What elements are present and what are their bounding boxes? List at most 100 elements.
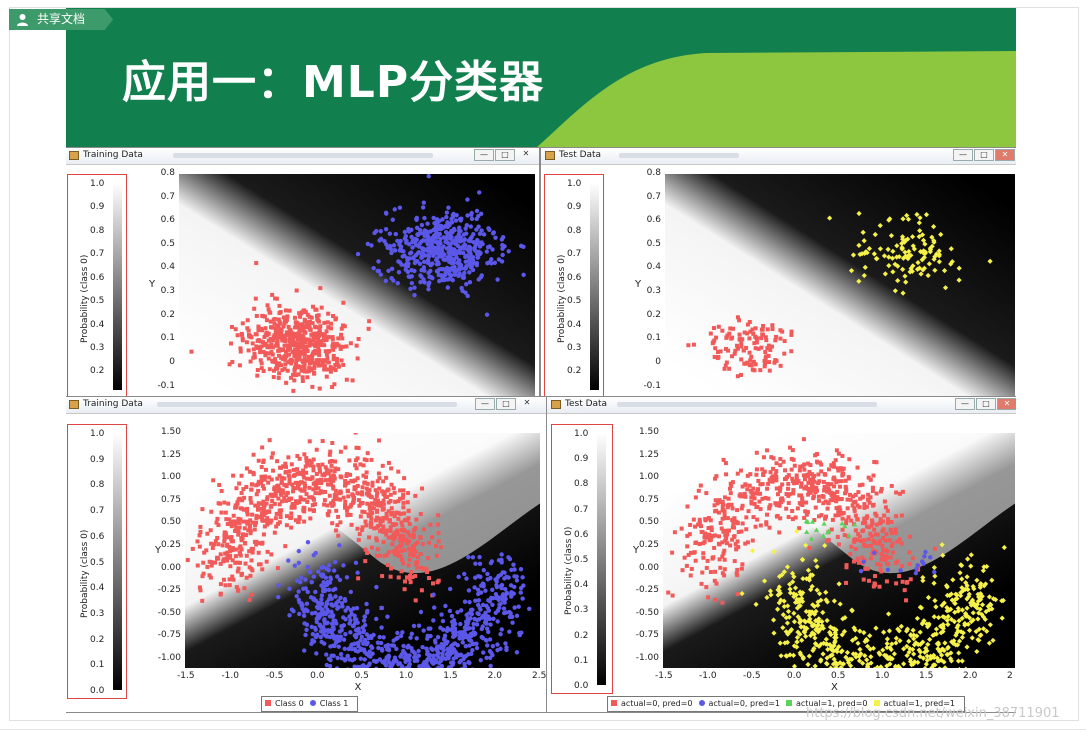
data-point xyxy=(984,563,990,570)
data-point xyxy=(300,341,305,346)
data-point xyxy=(795,506,800,511)
shared-doc-badge[interactable]: 共享文档 xyxy=(9,9,113,30)
data-point xyxy=(393,548,398,553)
data-point xyxy=(430,647,435,652)
maximize-button[interactable]: □ xyxy=(495,149,515,161)
training-data-window-bottom[interactable]: Training Data — □ ✕ Probability (class 0… xyxy=(66,396,548,713)
data-point xyxy=(209,509,214,514)
data-point xyxy=(361,641,366,646)
data-point xyxy=(765,486,770,491)
data-point xyxy=(771,466,776,471)
data-point xyxy=(302,452,307,457)
data-point xyxy=(879,486,884,491)
data-point xyxy=(708,570,713,575)
data-point xyxy=(235,500,240,505)
minimize-button[interactable]: — xyxy=(953,149,973,161)
data-point xyxy=(343,657,348,662)
data-point xyxy=(440,653,445,659)
data-point xyxy=(275,521,280,526)
maximize-button[interactable]: □ xyxy=(496,398,516,410)
data-point xyxy=(410,245,415,250)
data-point xyxy=(720,540,725,545)
data-point xyxy=(259,366,264,371)
data-point xyxy=(862,519,867,524)
data-point xyxy=(233,554,238,559)
data-point xyxy=(375,508,380,513)
data-point xyxy=(419,267,424,273)
minimize-button[interactable]: — xyxy=(474,149,494,161)
data-point xyxy=(927,636,933,643)
data-point xyxy=(241,487,246,492)
data-point xyxy=(231,513,236,518)
data-point xyxy=(809,572,816,578)
data-point xyxy=(805,618,812,624)
data-point xyxy=(346,480,351,485)
data-point xyxy=(371,632,376,638)
close-button[interactable]: ✕ xyxy=(997,398,1016,410)
close-button[interactable]: ✕ xyxy=(522,149,530,158)
data-point xyxy=(801,473,806,478)
data-point xyxy=(262,509,267,514)
training-data-window-top[interactable]: Training Data — □ ✕ Probability (class 0… xyxy=(66,147,540,399)
data-point xyxy=(872,231,878,238)
data-point xyxy=(309,611,315,616)
data-point xyxy=(899,246,905,252)
data-point xyxy=(292,340,297,345)
data-point xyxy=(453,218,459,223)
data-point xyxy=(969,635,975,641)
data-point xyxy=(361,629,366,635)
close-button[interactable]: ✕ xyxy=(995,149,1015,161)
data-point xyxy=(377,438,382,443)
maximize-button[interactable]: □ xyxy=(974,149,994,161)
data-point xyxy=(786,481,791,486)
data-point xyxy=(289,375,294,380)
data-point xyxy=(221,557,226,562)
data-point xyxy=(357,532,362,537)
data-point xyxy=(948,246,954,252)
data-point xyxy=(327,452,332,457)
minimize-button[interactable]: — xyxy=(955,398,975,410)
data-point xyxy=(480,624,485,629)
data-point xyxy=(316,319,321,324)
data-point xyxy=(487,227,492,233)
data-point xyxy=(375,640,381,645)
window-title: Training Data xyxy=(83,150,143,160)
data-point xyxy=(333,459,338,464)
data-point xyxy=(852,508,857,513)
data-point xyxy=(316,313,321,318)
data-point xyxy=(367,506,372,511)
data-point xyxy=(297,311,302,316)
maximize-button[interactable]: □ xyxy=(976,398,996,410)
test-data-window-bottom[interactable]: Test Data — □ ✕ Probability (class 0) 1.0… xyxy=(546,396,1016,713)
data-point xyxy=(195,539,200,544)
data-point xyxy=(302,317,307,322)
test-data-window-top[interactable]: Test Data — □ ✕ Probability (class 0) 1.0… xyxy=(540,147,1016,399)
data-point xyxy=(433,660,438,665)
minimize-button[interactable]: — xyxy=(475,398,495,410)
data-point xyxy=(945,645,951,651)
data-point xyxy=(294,333,299,338)
data-point xyxy=(451,630,456,636)
window-titlebar[interactable]: Test Data — □ ✕ xyxy=(541,148,1016,165)
data-point xyxy=(697,541,702,546)
data-point xyxy=(877,246,883,252)
data-point xyxy=(313,340,318,345)
data-point xyxy=(445,231,450,237)
data-point xyxy=(358,638,363,643)
data-point xyxy=(936,251,942,257)
data-point xyxy=(474,227,479,232)
data-point xyxy=(396,516,401,521)
window-titlebar[interactable]: Training Data — □ ✕ xyxy=(66,397,547,414)
data-point xyxy=(948,261,954,267)
data-point xyxy=(316,363,321,368)
data-point xyxy=(972,603,979,609)
data-point xyxy=(270,492,275,497)
window-titlebar[interactable]: Training Data — □ ✕ xyxy=(66,148,539,165)
data-point xyxy=(963,580,969,586)
data-point xyxy=(260,501,265,506)
data-point xyxy=(313,361,318,366)
data-point xyxy=(932,569,937,575)
close-button[interactable]: ✕ xyxy=(523,398,531,407)
window-titlebar[interactable]: Test Data — □ ✕ xyxy=(547,397,1016,414)
data-point xyxy=(904,580,909,585)
